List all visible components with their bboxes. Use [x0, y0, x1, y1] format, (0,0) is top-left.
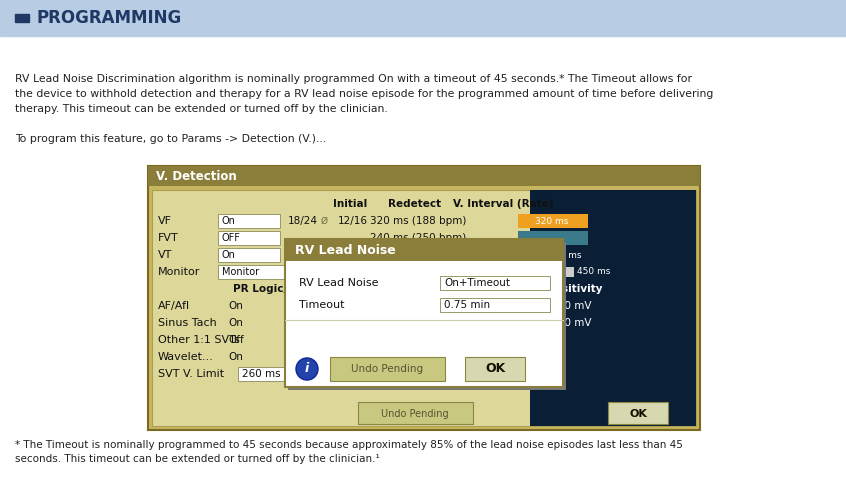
Text: On: On: [222, 216, 236, 226]
Bar: [518, 214, 588, 228]
Bar: [308, 367, 398, 381]
Text: On: On: [448, 352, 463, 362]
Text: 0.75 min: 0.75 min: [444, 300, 490, 310]
Text: On: On: [228, 318, 243, 328]
Text: Timeout: Timeout: [417, 369, 459, 379]
Text: On: On: [228, 352, 243, 362]
Bar: [218, 231, 280, 245]
Text: RV Lead Noise Discrimination algorithm is nominally programmed On with a timeout: RV Lead Noise Discrimination algorithm i…: [15, 74, 692, 84]
Text: Ø: Ø: [321, 216, 328, 226]
Text: VT: VT: [158, 250, 173, 260]
Bar: [518, 231, 588, 245]
Bar: [218, 214, 280, 228]
Bar: [608, 402, 668, 424]
Text: al: al: [508, 301, 517, 311]
Text: o Fo: o Fo: [532, 268, 550, 277]
Text: OK: OK: [629, 409, 647, 419]
Text: seconds. This timeout can be extended or turned off by the clinician.¹: seconds. This timeout can be extended or…: [15, 454, 380, 464]
Bar: [15, 14, 29, 22]
Text: i: i: [305, 362, 309, 375]
Text: 260 ms: 260 ms: [532, 279, 565, 287]
Text: Timeout: Timeout: [299, 300, 344, 310]
Bar: [413, 367, 471, 381]
Bar: [148, 166, 700, 186]
Text: 450 ms: 450 ms: [577, 268, 610, 277]
Text: Undo Pending: Undo Pending: [382, 409, 449, 419]
Text: the device to withhold detection and therapy for a RV lead noise episode for the: the device to withhold detection and the…: [15, 89, 713, 99]
Bar: [218, 265, 290, 279]
Bar: [440, 276, 550, 290]
Bar: [0, 0, 846, 36]
Text: 18/24: 18/24: [288, 216, 318, 226]
Bar: [288, 242, 566, 390]
Bar: [238, 367, 290, 381]
Text: OFF: OFF: [222, 233, 241, 243]
Text: 360 ms: 360 ms: [548, 251, 581, 259]
Bar: [358, 402, 473, 424]
Text: 260 ms: 260 ms: [242, 369, 281, 379]
Text: PROGRAMMING: PROGRAMMING: [36, 9, 181, 27]
Text: RV Lead Noise: RV Lead Noise: [299, 278, 378, 288]
Text: therapy. This timeout can be extended or turned off by the clinician.: therapy. This timeout can be extended or…: [15, 104, 387, 114]
Bar: [530, 190, 696, 426]
Bar: [148, 166, 700, 430]
Circle shape: [296, 358, 318, 380]
Text: Off: Off: [228, 335, 244, 345]
Text: 0.30 mV: 0.30 mV: [548, 301, 591, 311]
Text: To program this feature, go to Params -> Detection (V.)...: To program this feature, go to Params ->…: [15, 134, 326, 144]
Text: AF/Afl: AF/Afl: [158, 301, 190, 311]
Bar: [465, 357, 525, 381]
Bar: [218, 248, 280, 262]
Text: RV Lead Noise: RV Lead Noise: [295, 243, 396, 256]
Bar: [533, 250, 544, 261]
Bar: [552, 267, 574, 277]
Text: 16: 16: [288, 250, 301, 260]
Text: VF: VF: [158, 216, 172, 226]
Bar: [330, 357, 445, 381]
Text: PR Logic/Wavele: PR Logic/Wavele: [233, 284, 330, 294]
Text: 240 ms (250 bpm): 240 ms (250 bpm): [370, 233, 466, 243]
Text: Monitor: Monitor: [222, 267, 259, 277]
Text: * The Timeout is nominally programmed to 45 seconds because approximately 85% of: * The Timeout is nominally programmed to…: [15, 440, 683, 450]
Text: Sensitivity: Sensitivity: [540, 284, 602, 294]
Text: Monitor: Monitor: [158, 267, 201, 277]
Text: 320 ms (188 bpm): 320 ms (188 bpm): [370, 216, 466, 226]
Text: 320 ms: 320 ms: [535, 216, 569, 226]
Text: Initial: Initial: [333, 199, 367, 209]
Text: V. Detection: V. Detection: [156, 170, 237, 183]
Text: ...Wave: ...Wave: [348, 352, 384, 362]
Text: V. Interval (Rate): V. Interval (Rate): [453, 199, 553, 209]
Text: SVT V. Limit: SVT V. Limit: [158, 369, 224, 379]
Bar: [440, 298, 550, 312]
Bar: [285, 239, 563, 261]
Text: Redetect: Redetect: [388, 199, 441, 209]
Text: Sinus Tach: Sinus Tach: [158, 318, 217, 328]
Bar: [285, 239, 563, 387]
Text: Wavelet...: Wavelet...: [158, 352, 214, 362]
Text: On: On: [228, 301, 243, 311]
Bar: [152, 190, 696, 426]
Text: 0.30 mV: 0.30 mV: [548, 318, 591, 328]
Text: FVT: FVT: [158, 233, 179, 243]
Text: RV Lead Noise...: RV Lead Noise...: [312, 370, 385, 378]
Text: On: On: [222, 250, 236, 260]
Text: 12/16: 12/16: [338, 216, 368, 226]
Text: OK: OK: [485, 362, 505, 375]
Text: 20: 20: [295, 267, 308, 277]
Text: Other 1:1 SVTs: Other 1:1 SVTs: [158, 335, 239, 345]
Text: Undo Pending: Undo Pending: [351, 364, 423, 374]
Text: On+Timeout: On+Timeout: [444, 278, 510, 288]
